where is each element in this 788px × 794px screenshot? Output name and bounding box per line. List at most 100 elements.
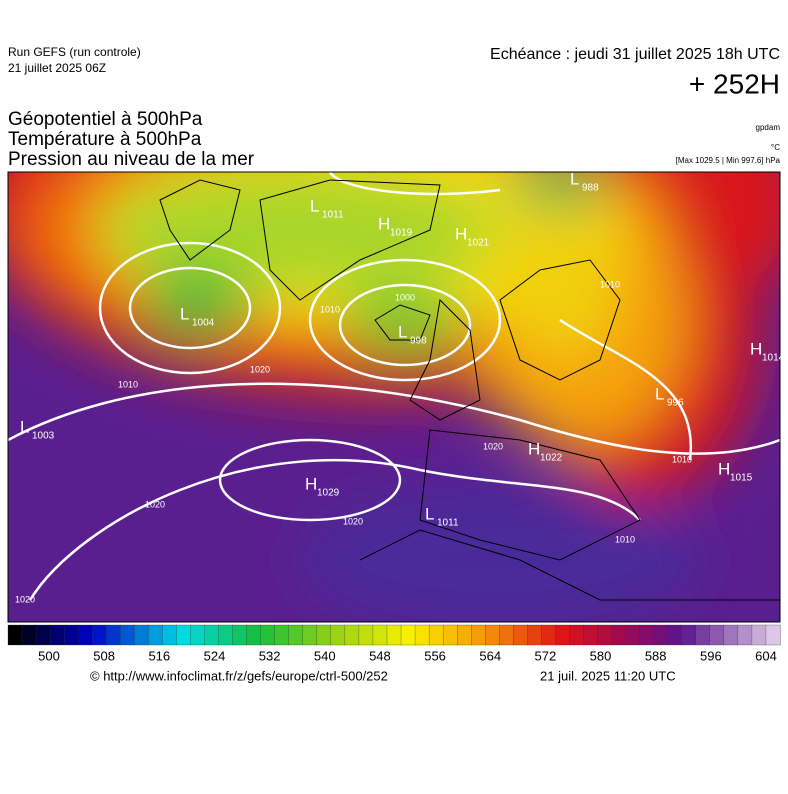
colorbar-cell: [499, 624, 514, 646]
unit-label: gpdam: [756, 123, 781, 132]
colorbar-cell: [639, 624, 655, 646]
colorbar-cell: [190, 624, 206, 646]
colorbar-cell: [204, 624, 220, 646]
center-type: L: [180, 304, 189, 323]
colorbar-label: 532: [259, 648, 281, 663]
colorbar-cell: [218, 624, 234, 646]
center-value: 1004: [192, 318, 215, 329]
center-value: 1003: [32, 431, 55, 442]
isobar-label: 1010: [615, 534, 635, 544]
colorbar-label: 556: [424, 648, 446, 663]
colorbar-cell: [21, 624, 37, 646]
center-type: L: [20, 417, 29, 436]
colorbar-cell: [513, 624, 528, 646]
colorbar-cell: [653, 624, 669, 646]
colorbar-cell: [485, 624, 500, 646]
isobar-label: 1020: [145, 499, 165, 509]
center-value: 1011: [437, 518, 459, 529]
isobar-label: 1010: [320, 304, 340, 314]
isobar-label: 1020: [250, 364, 270, 374]
map: [8, 172, 780, 622]
colorbar-cell: [765, 624, 781, 646]
colorbar-cell: [316, 624, 332, 646]
colorbar-cell: [274, 624, 290, 646]
center-type: H: [378, 214, 390, 233]
unit-label: °C: [771, 143, 780, 152]
colorbar-cell: [120, 624, 135, 646]
colorbar-cell: [106, 624, 121, 646]
field-name: Température à 500hPa: [8, 129, 202, 150]
colorbar-label: 524: [204, 648, 226, 663]
colorbar-cell: [597, 624, 613, 646]
run-label: Run GEFS (run controle): [8, 45, 141, 59]
colorbar-cell: [442, 624, 458, 646]
field-name: Pression au niveau de la mer: [8, 149, 255, 170]
colorbar-cell: [555, 624, 571, 646]
colorbar-label: 604: [755, 648, 777, 663]
colorbar-cell: [583, 624, 599, 646]
colorbar-cell: [667, 624, 683, 646]
colorbar-cell: [751, 624, 767, 646]
colorbar-cell: [428, 624, 444, 646]
isobar-label: 1020: [343, 516, 363, 526]
isobars: [8, 172, 780, 601]
isobar-label: 1020: [483, 441, 503, 451]
isobar-label: 1010: [600, 279, 620, 289]
colorbar-label: 500: [38, 648, 60, 663]
center-type: H: [750, 339, 762, 358]
colorbar-cell: [372, 624, 388, 646]
colorbar-cell: [288, 624, 304, 646]
colorbar-cell: [246, 624, 262, 646]
colorbar-label: 596: [700, 648, 722, 663]
center-type: H: [528, 439, 540, 458]
colorbar-cell: [162, 624, 178, 646]
colorbar-cell: [7, 624, 23, 646]
center-type: H: [305, 474, 317, 493]
center-type: H: [455, 224, 467, 243]
colorbar-cell: [302, 624, 318, 646]
isobar-label: 1010: [118, 379, 138, 389]
source-credit: © http://www.infoclimat.fr/z/gefs/europe…: [90, 668, 388, 683]
colorbar-cell: [625, 624, 641, 646]
colorbar-cell: [681, 624, 697, 646]
center-value: 988: [582, 183, 599, 194]
coastlines: [159, 179, 780, 601]
isobar-label: 1020: [15, 594, 35, 604]
center-value: 998: [410, 336, 427, 347]
minmax-label: [Max 1029.5 | Min 997.6] hPa: [676, 156, 781, 165]
colorbar-label: 516: [148, 648, 170, 663]
lead-time: + 252H: [689, 68, 780, 99]
isobar-label: 1000: [395, 292, 415, 302]
colorbar-label: 588: [645, 648, 667, 663]
colorbar-cell: [457, 624, 472, 646]
colorbar-cell: [63, 624, 79, 646]
colorbar-label: 564: [479, 648, 501, 663]
center-value: 1015: [730, 473, 753, 484]
colorbar-cell: [92, 624, 107, 646]
center-value: 996: [667, 398, 684, 409]
colorbar-cell: [737, 624, 753, 646]
colorbar-label: 540: [314, 648, 336, 663]
colorbar-cell: [344, 624, 360, 646]
colorbar-cell: [569, 624, 585, 646]
center-value: 1014: [762, 353, 785, 364]
colorbar-cell: [386, 624, 402, 646]
valid-time: Echéance : jeudi 31 juillet 2025 18h UTC: [490, 46, 780, 63]
colorbar-cell: [471, 624, 486, 646]
colorbar-cell: [695, 624, 711, 646]
center-value: 1011: [322, 210, 344, 221]
colorbar-cell: [723, 624, 739, 646]
colorbar-cell: [414, 624, 430, 646]
colorbar-cell: [232, 624, 248, 646]
colorbar-cell: [260, 624, 276, 646]
colorbar-cell: [176, 624, 192, 646]
center-type: H: [718, 459, 730, 478]
center-value: 1021: [467, 238, 490, 249]
generated-time: 21 juil. 2025 11:20 UTC: [540, 668, 676, 683]
colorbar-label: 580: [590, 648, 612, 663]
center-value: 1029: [317, 488, 340, 499]
colorbar-cell: [78, 624, 93, 646]
center-type: L: [655, 384, 664, 403]
